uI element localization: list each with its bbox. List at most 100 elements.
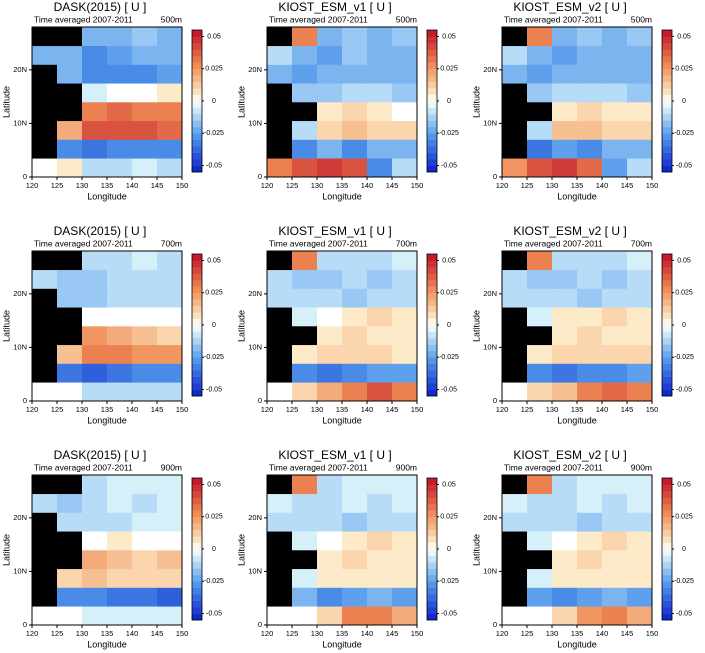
x-tick-label: 145 bbox=[151, 181, 164, 190]
cell bbox=[82, 64, 108, 84]
x-tick-label: 150 bbox=[176, 181, 189, 190]
colorbar-tick-label: 0.05 bbox=[207, 481, 221, 488]
colorbar-swatch bbox=[192, 292, 202, 300]
subtitle: Time averaged 2007-2011 bbox=[34, 238, 133, 248]
cell bbox=[367, 64, 393, 84]
colorbar-swatch bbox=[662, 587, 672, 595]
cell bbox=[367, 382, 393, 402]
colorbar-swatch bbox=[192, 279, 202, 287]
y-tick-label: 20N bbox=[248, 289, 262, 298]
cell bbox=[292, 475, 318, 495]
x-axis-label: Longitude bbox=[557, 639, 597, 649]
land bbox=[57, 475, 83, 495]
cell bbox=[132, 326, 158, 346]
cell bbox=[392, 102, 418, 122]
cell bbox=[527, 64, 553, 84]
cell bbox=[82, 120, 108, 140]
colorbar-swatch bbox=[662, 139, 672, 147]
x-tick-label: 130 bbox=[76, 405, 89, 414]
colorbar-swatch bbox=[427, 478, 437, 485]
cell bbox=[552, 64, 578, 84]
cell bbox=[157, 45, 183, 65]
cell bbox=[602, 64, 628, 84]
cell bbox=[627, 27, 653, 47]
colorbar-swatch bbox=[662, 88, 672, 95]
cell bbox=[157, 475, 183, 495]
land bbox=[267, 568, 293, 588]
colorbar-tick-label: -0.025 bbox=[204, 130, 224, 137]
cell bbox=[57, 158, 83, 178]
colorbar-swatch bbox=[427, 503, 437, 511]
colorbar-swatch bbox=[427, 594, 437, 601]
cell bbox=[157, 550, 183, 570]
cell bbox=[602, 269, 628, 289]
cell bbox=[157, 493, 183, 513]
cell bbox=[392, 269, 418, 289]
land bbox=[502, 587, 528, 607]
panel-title: KIOST_ESM_v1 [ U ] bbox=[278, 448, 391, 462]
y-tick-label: 10N bbox=[483, 342, 497, 351]
colorbar-swatch bbox=[662, 126, 672, 134]
cell bbox=[602, 139, 628, 159]
cell bbox=[107, 475, 133, 495]
colorbar-swatch bbox=[427, 344, 437, 352]
cell bbox=[132, 550, 158, 570]
x-tick-label: 130 bbox=[311, 405, 324, 414]
colorbar-swatch bbox=[662, 312, 672, 319]
cell bbox=[392, 83, 418, 103]
cell bbox=[577, 606, 603, 626]
colorbar-swatch bbox=[662, 292, 672, 300]
colorbar-tick-label: 0 bbox=[212, 322, 216, 329]
cell bbox=[57, 382, 83, 402]
x-tick-label: 125 bbox=[521, 181, 534, 190]
colorbar-swatch bbox=[192, 126, 202, 134]
colorbar-swatch bbox=[662, 42, 672, 50]
cell bbox=[367, 269, 393, 289]
cell bbox=[107, 550, 133, 570]
cell bbox=[627, 493, 653, 513]
y-tick-label: 20N bbox=[483, 289, 497, 298]
colorbar-swatch bbox=[192, 523, 202, 530]
panel: DASK(2015) [ U ]Time averaged 2007-2011 5… bbox=[1, 0, 224, 201]
colorbar-swatch bbox=[427, 159, 437, 166]
colorbar-swatch bbox=[427, 139, 437, 147]
cell bbox=[577, 363, 603, 383]
colorbar-swatch bbox=[192, 529, 202, 537]
cell bbox=[602, 493, 628, 513]
cell bbox=[157, 326, 183, 346]
cell bbox=[552, 27, 578, 47]
colorbar-swatch bbox=[192, 568, 202, 576]
land bbox=[57, 531, 83, 551]
y-axis-label: Latitude bbox=[236, 86, 246, 118]
cell bbox=[552, 158, 578, 178]
cell bbox=[392, 45, 418, 65]
colorbar-tick-label: -0.05 bbox=[441, 610, 457, 617]
panel-title: DASK(2015) [ U ] bbox=[54, 0, 147, 14]
colorbar-swatch bbox=[662, 254, 672, 261]
land bbox=[32, 120, 58, 140]
x-tick-label: 130 bbox=[546, 629, 559, 638]
cell bbox=[107, 64, 133, 84]
cell bbox=[342, 531, 368, 551]
colorbar-swatch bbox=[662, 305, 672, 313]
colorbar-tick-label: 0.05 bbox=[677, 33, 691, 40]
cell bbox=[317, 251, 343, 271]
land bbox=[267, 102, 293, 122]
cell bbox=[342, 344, 368, 364]
colorbar-swatch bbox=[192, 42, 202, 50]
cell bbox=[552, 363, 578, 383]
cell bbox=[292, 606, 318, 626]
cell bbox=[392, 139, 418, 159]
colorbar-swatch bbox=[427, 292, 437, 300]
colorbar-swatch bbox=[192, 62, 202, 70]
colorbar-swatch bbox=[427, 165, 437, 173]
colorbar-swatch bbox=[427, 68, 437, 76]
cell bbox=[627, 382, 653, 402]
x-tick-label: 135 bbox=[571, 629, 584, 638]
colorbar-swatch bbox=[427, 286, 437, 294]
colorbar-swatch bbox=[192, 266, 202, 274]
cell bbox=[342, 550, 368, 570]
colorbar-tick-label: -0.025 bbox=[439, 578, 459, 585]
cell bbox=[627, 64, 653, 84]
